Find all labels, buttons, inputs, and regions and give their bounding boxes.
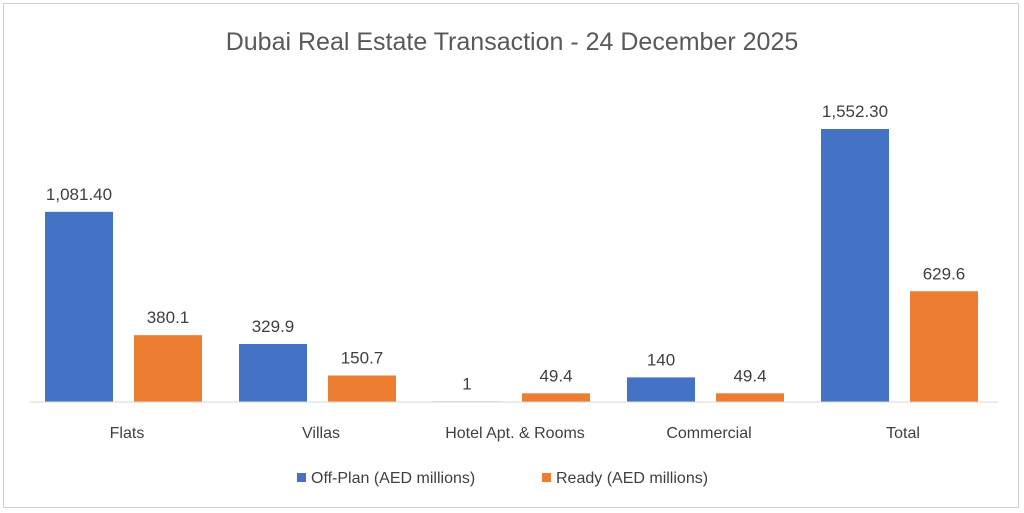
bar-ready-3 xyxy=(716,393,784,402)
bar-offplan-4 xyxy=(821,129,889,402)
chart-title: Dubai Real Estate Transaction - 24 Decem… xyxy=(226,28,799,56)
label-ready-2: 49.4 xyxy=(539,366,572,385)
category-label-1: Villas xyxy=(302,425,340,442)
category-label-4: Total xyxy=(886,425,920,442)
label-offplan-1: 329.9 xyxy=(252,317,295,336)
category-label-2: Hotel Apt. & Rooms xyxy=(445,425,585,442)
bar-offplan-1 xyxy=(239,343,307,402)
bar-offplan-3 xyxy=(627,377,695,402)
label-ready-4: 629.6 xyxy=(923,264,966,283)
bar-ready-4 xyxy=(910,291,978,402)
category-label-3: Commercial xyxy=(666,425,751,442)
label-offplan-2: 1 xyxy=(462,374,471,393)
category-label-0: Flats xyxy=(110,425,145,442)
label-ready-0: 380.1 xyxy=(147,308,190,327)
label-ready-3: 49.4 xyxy=(733,366,766,385)
legend-swatch-1 xyxy=(542,473,551,482)
bar-ready-1 xyxy=(328,375,396,402)
data-labels: 1,081.40 380.1 329.9 150.7 1 49.4 140 49.4 1,552… xyxy=(46,102,965,393)
bars xyxy=(45,129,978,402)
bar-ready-0 xyxy=(134,335,202,402)
bar-ready-2 xyxy=(522,393,590,402)
legend: Off-Plan (AED millions) Ready (AED millio… xyxy=(297,470,708,487)
category-labels: Flats Villas Hotel Apt. & Rooms Commercial T… xyxy=(110,425,920,442)
legend-label-1: Ready (AED millions) xyxy=(556,470,708,487)
label-offplan-0: 1,081.40 xyxy=(46,185,112,204)
label-ready-1: 150.7 xyxy=(341,348,384,367)
legend-swatch-0 xyxy=(297,473,306,482)
label-offplan-4: 1,552.30 xyxy=(822,102,888,121)
legend-label-0: Off-Plan (AED millions) xyxy=(311,470,475,487)
bar-offplan-0 xyxy=(45,211,113,402)
label-offplan-3: 140 xyxy=(647,350,675,369)
